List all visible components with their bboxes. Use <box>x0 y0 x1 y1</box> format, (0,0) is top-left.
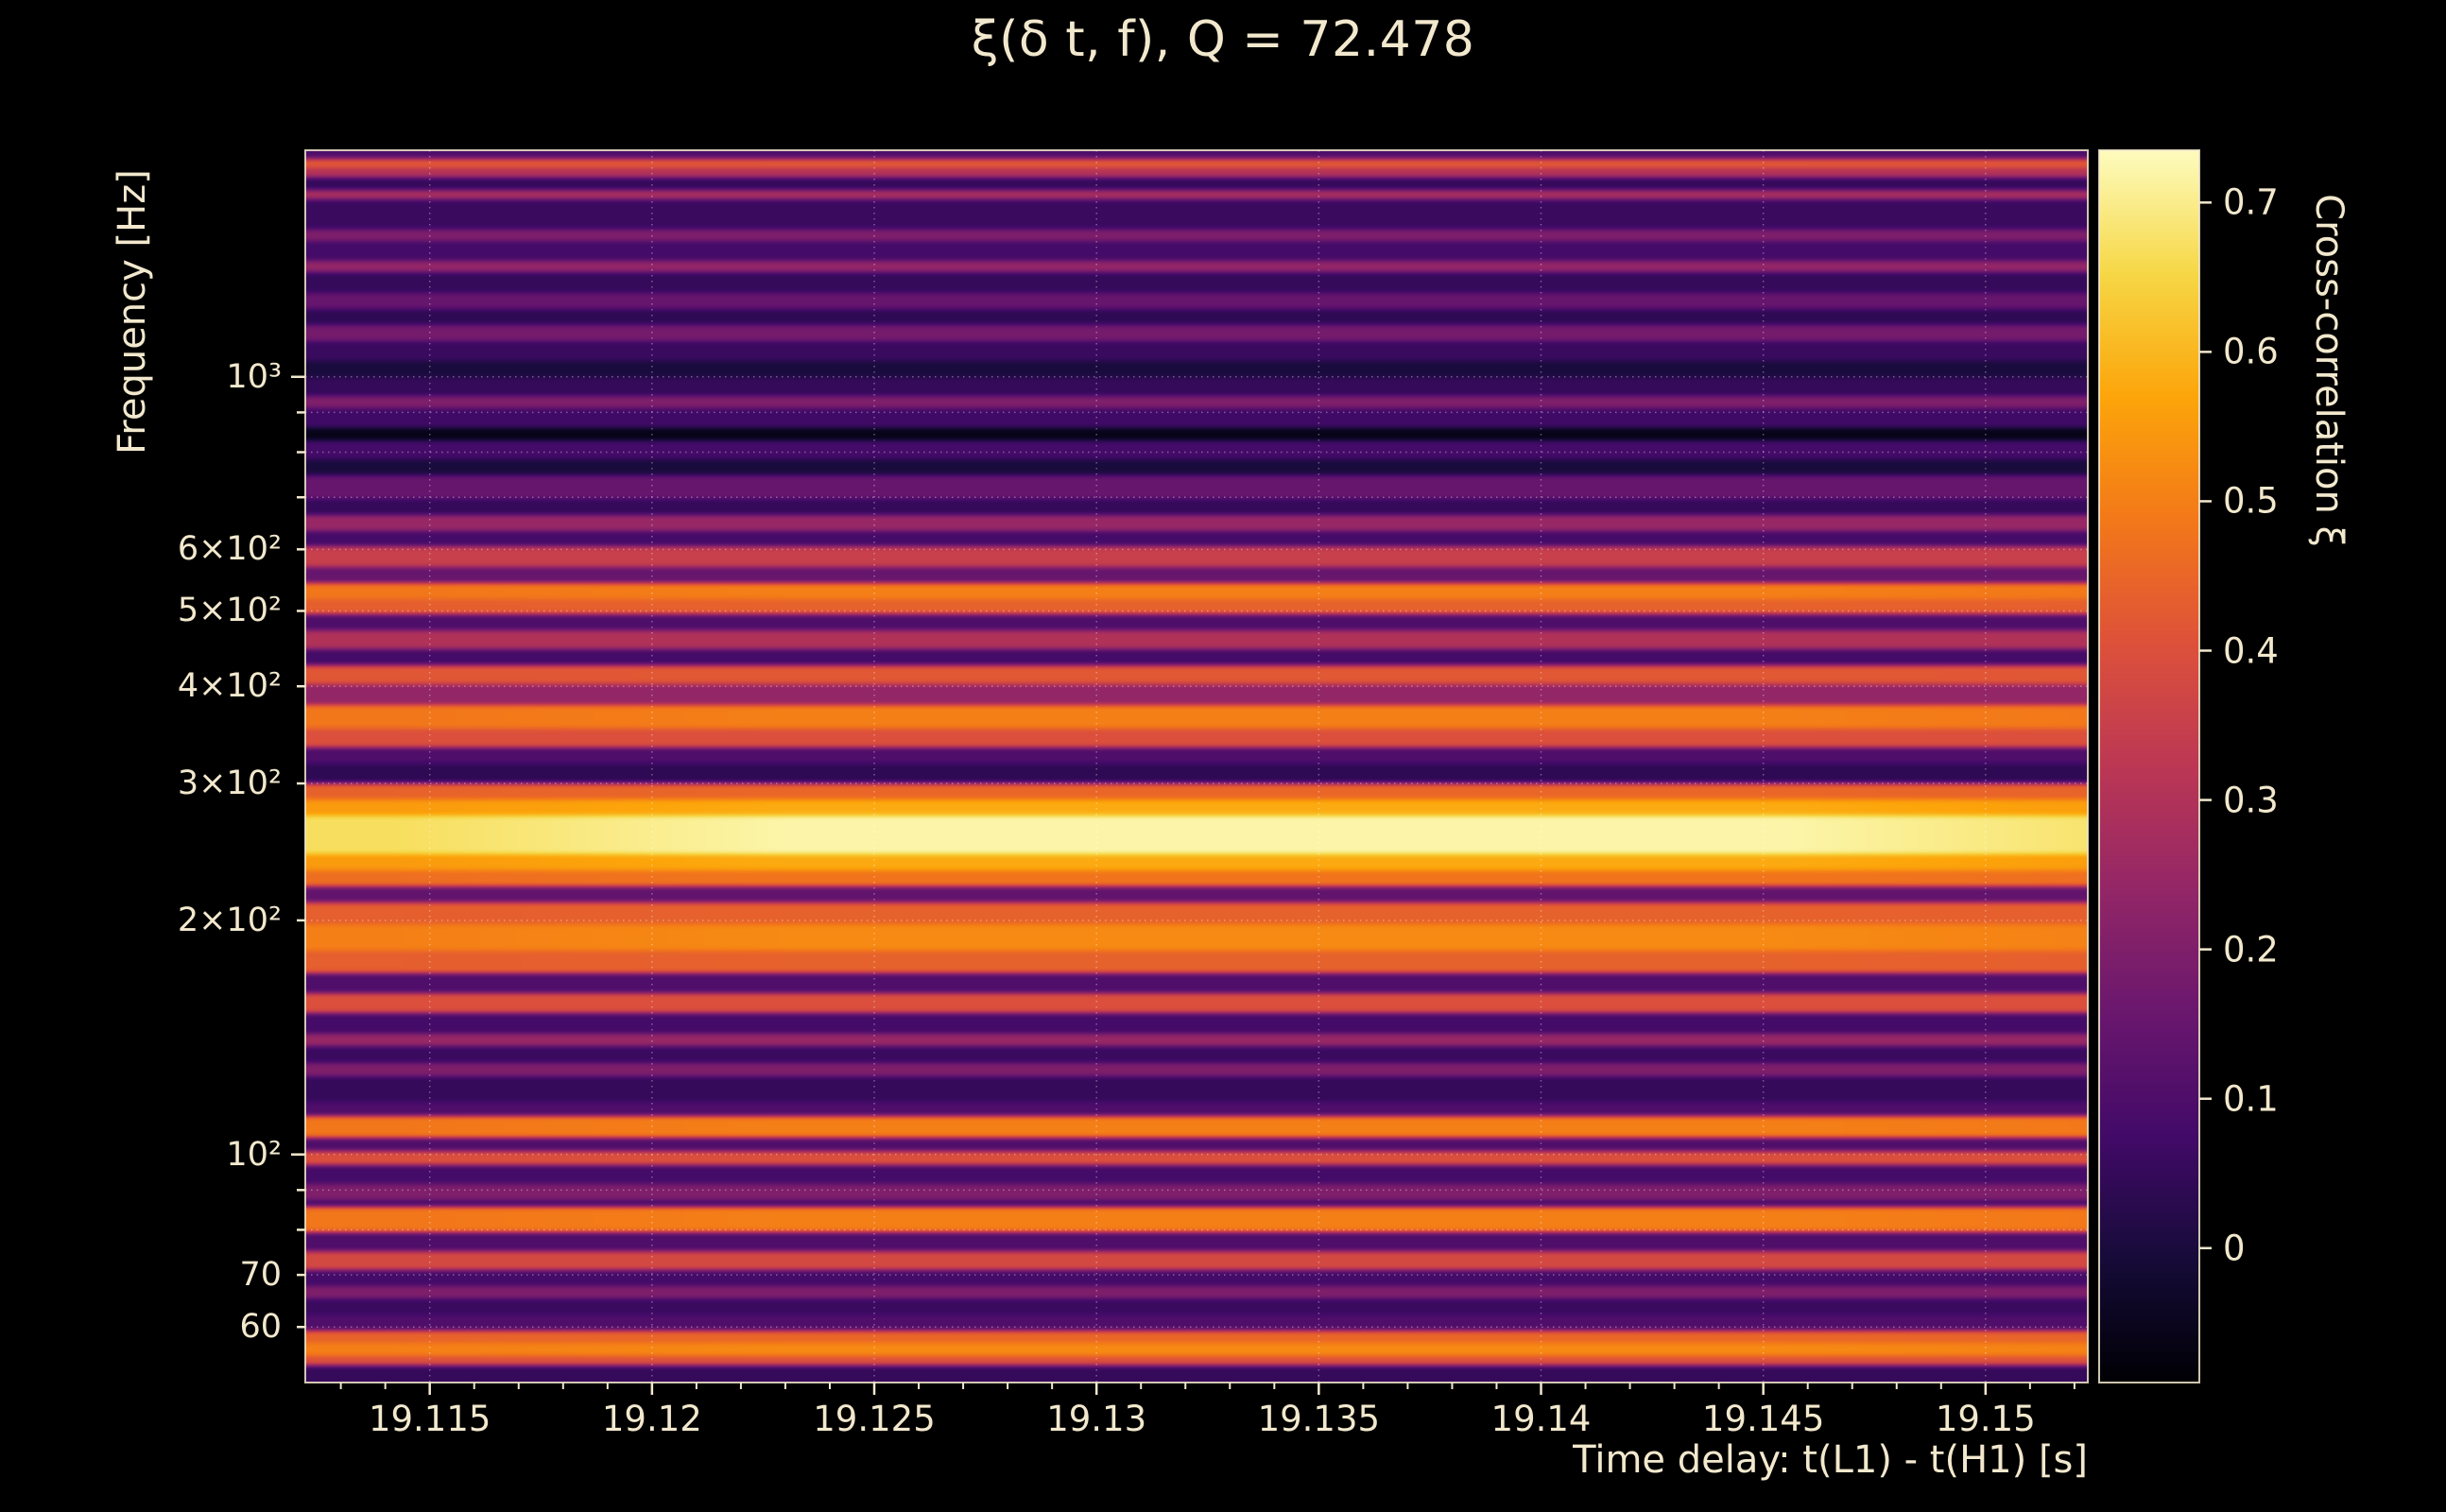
y-tick-label: 6×10² <box>177 530 282 569</box>
x-tick-label: 19.13 <box>1046 1399 1147 1439</box>
colorbar-label: Cross-correlation ξ <box>2307 194 2351 547</box>
colorbar-tick-label: 0.5 <box>2223 480 2279 522</box>
x-tick-label: 19.135 <box>1257 1399 1381 1439</box>
colorbar-tick-label: 0.6 <box>2223 331 2279 372</box>
colorbar-tick-label: 0.7 <box>2223 181 2279 223</box>
x-tick-label: 19.115 <box>368 1399 491 1439</box>
heatmap-image <box>305 150 2088 1383</box>
x-tick-label: 19.145 <box>1701 1399 1825 1439</box>
x-tick-label: 19.15 <box>1935 1399 2036 1439</box>
y-tick-label: 2×10² <box>177 901 282 939</box>
y-tick-label: 10³ <box>226 357 282 396</box>
x-tick-label: 19.12 <box>601 1399 702 1439</box>
plot-title: ξ(δ t, f), Q = 72.478 <box>971 11 1475 68</box>
x-tick-label: 19.125 <box>813 1399 936 1439</box>
colorbar-tick-label: 0 <box>2223 1228 2246 1269</box>
y-tick-label: 5×10² <box>177 592 282 630</box>
y-tick-label: 70 <box>239 1256 282 1295</box>
colorbar-tick-label: 0.2 <box>2223 929 2279 971</box>
colorbar-gradient <box>2099 150 2199 1383</box>
colorbar-tick-label: 0.1 <box>2223 1078 2279 1120</box>
y-tick-label: 60 <box>239 1308 282 1347</box>
y-tick-label: 3×10² <box>177 765 282 803</box>
colorbar-tick-label: 0.3 <box>2223 780 2279 821</box>
x-axis-label: Time delay: t(L1) - t(H1) [s] <box>1573 1438 2088 1482</box>
y-tick-label: 4×10² <box>177 667 282 706</box>
x-tick-label: 19.14 <box>1490 1399 1592 1439</box>
colorbar-tick-label: 0.4 <box>2223 630 2279 671</box>
y-axis-label: Frequency [Hz] <box>111 169 154 455</box>
y-tick-label: 10² <box>226 1135 282 1174</box>
